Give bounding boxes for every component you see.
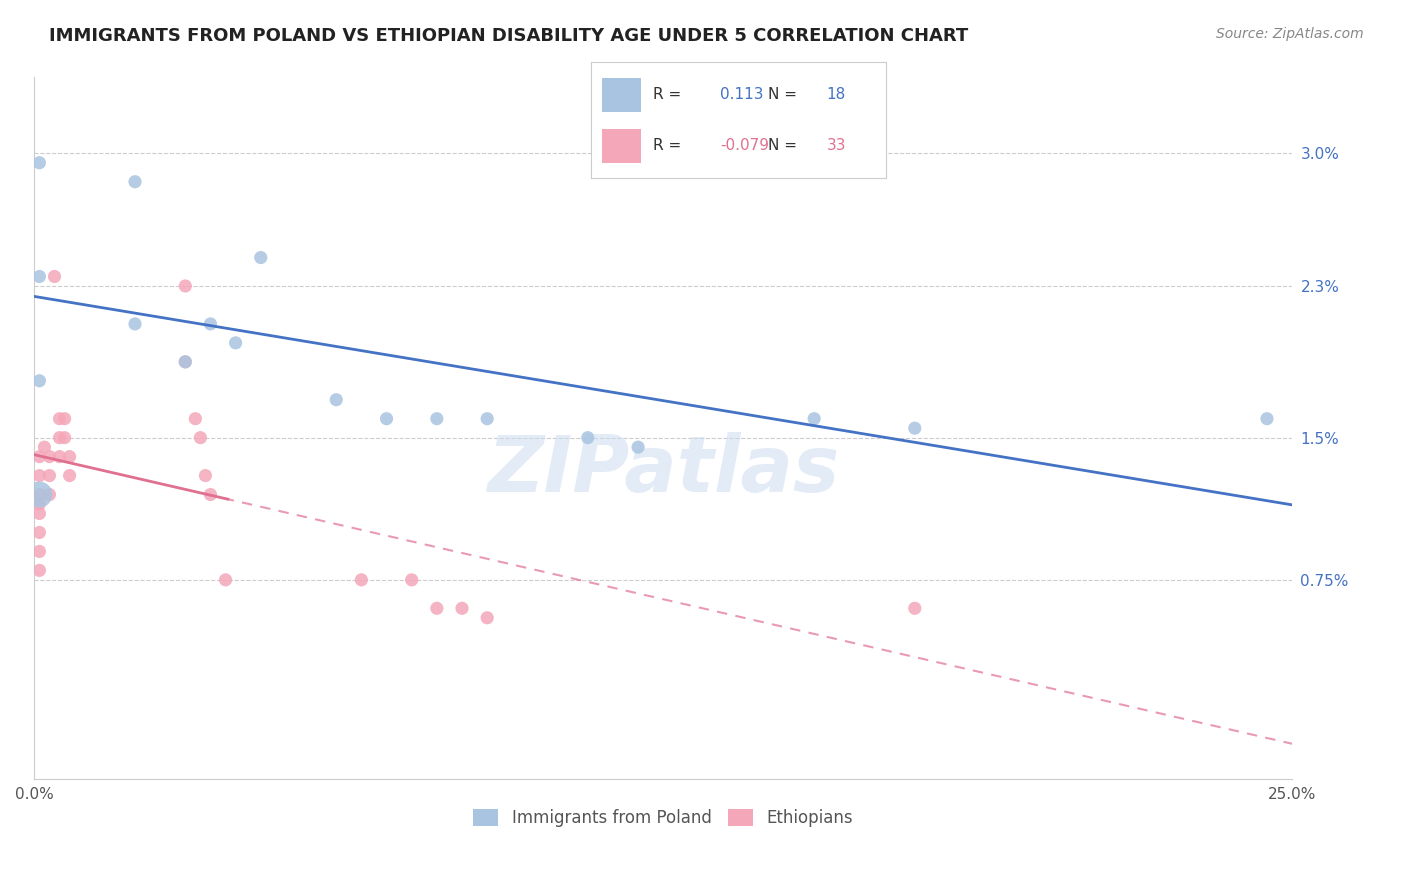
Point (48, 431, 70, 445)
Legend: Immigrants from Poland, Ethiopians: Immigrants from Poland, Ethiopians (467, 802, 860, 834)
Text: IMMIGRANTS FROM POLAND VS ETHIOPIAN DISABILITY AGE UNDER 5 CORRELATION CHART: IMMIGRANTS FROM POLAND VS ETHIOPIAN DISA… (49, 27, 969, 45)
Point (28, 487, 51, 501)
Point (214, 573, 236, 587)
Point (28, 544, 51, 558)
Point (475, 611, 498, 625)
FancyBboxPatch shape (602, 128, 641, 163)
Text: R =: R = (652, 87, 681, 103)
Point (200, 317, 222, 331)
Text: N =: N = (768, 87, 797, 103)
Text: Source: ZipAtlas.com: Source: ZipAtlas.com (1216, 27, 1364, 41)
Point (38, 450, 60, 464)
Point (28, 525, 51, 540)
Point (426, 411, 449, 425)
Point (803, 411, 825, 425)
Point (904, 421, 927, 435)
Point (401, 573, 423, 587)
Point (28, 487, 51, 501)
Point (34, 440, 56, 454)
Point (475, 411, 498, 425)
Point (44, 269, 66, 284)
Point (249, 251, 271, 265)
Point (28, 497, 51, 511)
Point (451, 601, 474, 615)
Point (48, 411, 70, 425)
Point (28, 468, 51, 483)
Text: R =: R = (652, 138, 681, 153)
Text: 0.113: 0.113 (720, 87, 763, 103)
Text: -0.079: -0.079 (720, 138, 769, 153)
Point (174, 355, 197, 369)
Point (53, 411, 76, 425)
Point (28, 374, 51, 388)
Point (904, 601, 927, 615)
Point (627, 440, 650, 454)
FancyBboxPatch shape (602, 78, 641, 112)
Point (28, 507, 51, 521)
Point (194, 468, 217, 483)
Point (53, 431, 76, 445)
Point (426, 601, 449, 615)
Point (28, 563, 51, 577)
Point (325, 392, 347, 407)
Text: 18: 18 (827, 87, 846, 103)
Text: N =: N = (768, 138, 797, 153)
Point (190, 431, 212, 445)
Point (174, 279, 197, 293)
Point (124, 317, 146, 331)
Point (200, 487, 222, 501)
Point (1256, 411, 1278, 425)
Point (58, 468, 80, 483)
Point (58, 450, 80, 464)
Point (28, 155, 51, 169)
Point (174, 355, 197, 369)
Point (225, 335, 247, 350)
Point (38, 468, 60, 483)
Point (576, 431, 599, 445)
Point (184, 411, 207, 425)
Point (48, 450, 70, 464)
Point (28, 269, 51, 284)
Point (38, 487, 60, 501)
Text: 33: 33 (827, 138, 846, 153)
Point (28, 450, 51, 464)
Point (375, 411, 398, 425)
Point (124, 175, 146, 189)
Text: ZIPatlas: ZIPatlas (486, 433, 839, 508)
Point (350, 573, 373, 587)
